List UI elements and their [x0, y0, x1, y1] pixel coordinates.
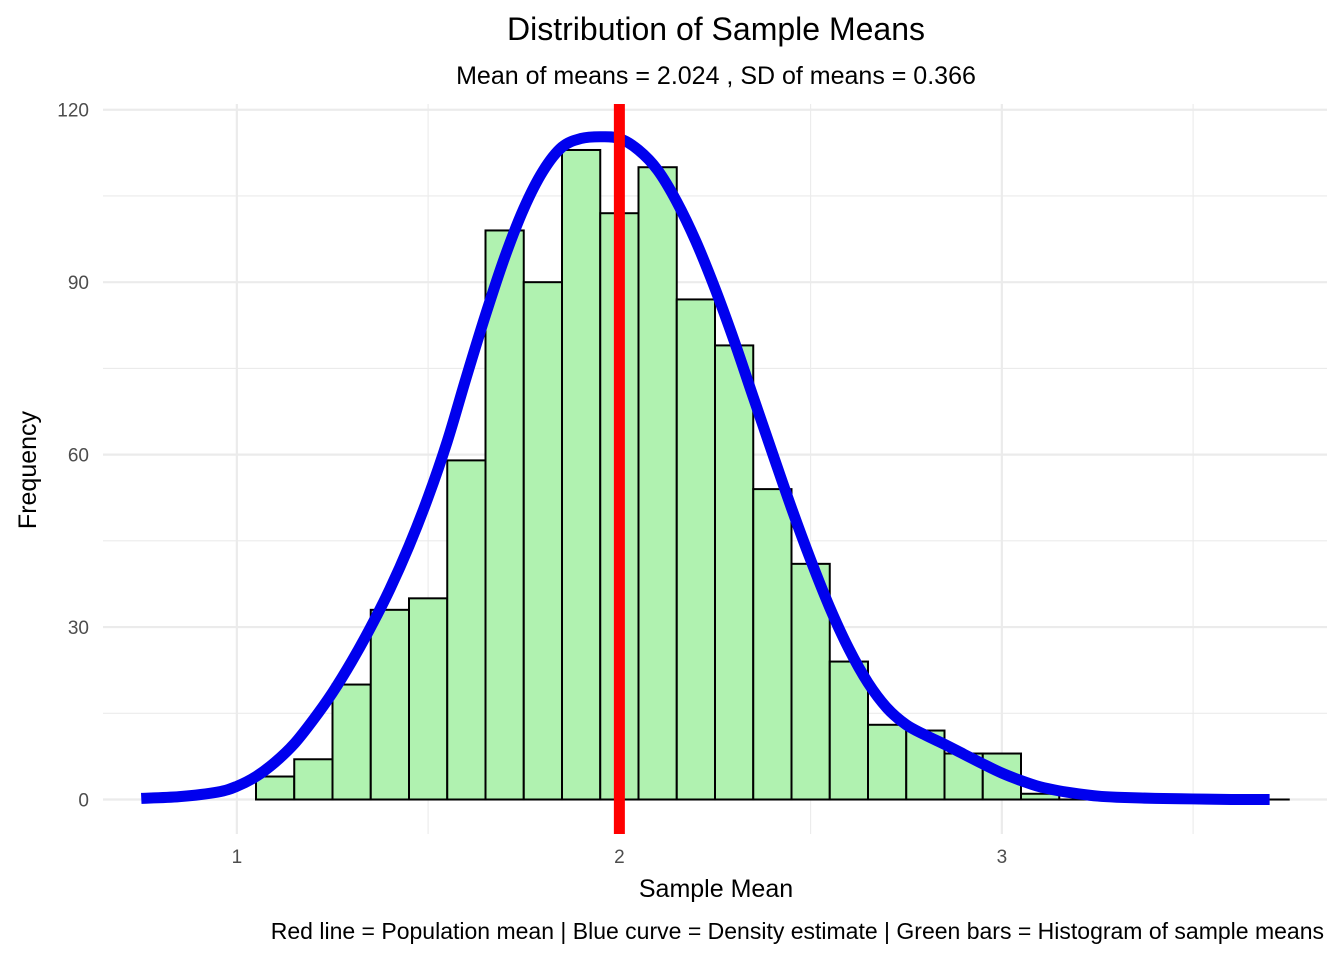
- density-curve: [141, 131, 1270, 806]
- histogram-bars: [255, 148, 1290, 801]
- y-axis-ticks: 0 30 60 90 120: [57, 101, 89, 812]
- y-tick-label: 30: [68, 618, 89, 639]
- chart-caption: Red line = Population mean | Blue curve …: [271, 918, 1324, 944]
- x-tick-label: 3: [997, 847, 1008, 868]
- histogram-bar: [331, 683, 372, 801]
- histogram-bar: [446, 459, 487, 801]
- histogram-bar: [752, 488, 793, 801]
- histogram-bar: [675, 298, 716, 801]
- chart-title: Distribution of Sample Means: [507, 11, 925, 47]
- histogram-bar: [255, 775, 296, 801]
- histogram-bar: [369, 608, 410, 801]
- x-axis-ticks: 1 2 3: [232, 847, 1008, 868]
- x-tick-label: 2: [614, 847, 625, 868]
- histogram-bar: [637, 166, 678, 801]
- y-tick-label: 90: [68, 273, 89, 294]
- histogram-bar: [561, 148, 602, 801]
- y-axis-title: Frequency: [14, 410, 42, 529]
- y-tick-label: 120: [57, 101, 89, 122]
- y-tick-label: 60: [68, 446, 89, 467]
- x-axis-title: Sample Mean: [639, 875, 793, 903]
- histogram-bar: [828, 660, 869, 801]
- chart-subtitle: Mean of means = 2.024 , SD of means = 0.…: [456, 62, 976, 90]
- histogram-bar: [484, 229, 525, 801]
- histogram-bar: [522, 281, 563, 801]
- y-tick-label: 0: [78, 791, 89, 812]
- histogram-bar: [293, 758, 334, 801]
- histogram-bar: [408, 597, 449, 801]
- histogram-bar: [714, 344, 755, 801]
- x-tick-label: 1: [232, 847, 243, 868]
- histogram-bar: [867, 723, 908, 801]
